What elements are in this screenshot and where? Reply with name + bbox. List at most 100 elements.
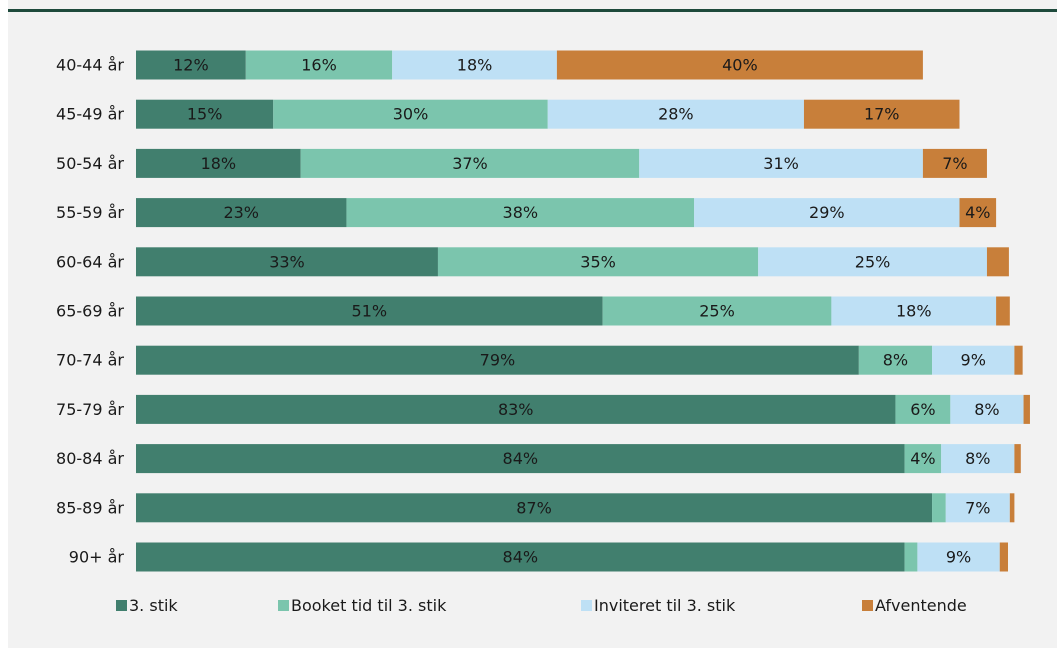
data-label: 15%: [187, 105, 223, 124]
bar-3-stik: [136, 247, 438, 277]
bar-afventende: [803, 99, 960, 129]
data-label: 8%: [965, 449, 990, 468]
data-label: 33%: [269, 252, 305, 271]
stacked-bar-chart: 40-44 år 45-49 år 50-54 år 55-59 år 60-64 år…: [56, 50, 1030, 572]
top-rule: [8, 9, 1057, 12]
bar-booket-tid-til-3-stik: [437, 247, 759, 277]
bar-afventende: [996, 296, 1010, 326]
legend-item: Afventende: [862, 596, 967, 615]
data-label: 51%: [352, 302, 388, 321]
data-label: 18%: [896, 302, 932, 321]
data-label: 4%: [910, 449, 935, 468]
data-label: 17%: [864, 105, 900, 124]
data-label: 8%: [883, 351, 908, 370]
bar-afventende: [1009, 493, 1015, 523]
chart-frame: 40-44 år 45-49 år 50-54 år 55-59 år 60-64 år…: [8, 0, 1057, 648]
category-label: 45-49 år: [56, 105, 124, 124]
data-label: 84%: [503, 449, 539, 468]
legend-item: Inviteret til 3. stik: [581, 596, 735, 615]
category-labels: 40-44 år 45-49 år 50-54 år 55-59 år 60-64 år…: [56, 56, 124, 567]
category-label: 70-74 år: [56, 351, 124, 370]
bar-inviteret-til-3-stik: [945, 493, 1010, 523]
bar-3-stik: [136, 345, 859, 375]
category-label: 80-84 år: [56, 449, 124, 468]
bar-inviteret-til-3-stik: [941, 444, 1015, 474]
bar-inviteret-til-3-stik: [639, 148, 923, 178]
data-label: 12%: [173, 56, 209, 75]
legend-label: Booket tid til 3. stik: [291, 596, 447, 615]
bar-3-stik: [136, 50, 246, 80]
data-label: 25%: [699, 302, 735, 321]
bar-afventende: [922, 148, 987, 178]
category-label: 50-54 år: [56, 154, 124, 173]
bar-afventende: [556, 50, 923, 80]
legend-label: Afventende: [875, 596, 967, 615]
data-label: 25%: [855, 252, 891, 271]
data-label: 84%: [503, 548, 539, 567]
data-label: 4%: [965, 203, 990, 222]
bar-booket-tid-til-3-stik: [932, 493, 946, 523]
bar-inviteret-til-3-stik: [758, 247, 987, 277]
legend-label: Inviteret til 3. stik: [594, 596, 736, 615]
data-label: 9%: [946, 548, 971, 567]
data-label: 7%: [965, 498, 990, 517]
bar-inviteret-til-3-stik: [917, 542, 1000, 572]
legend-swatch: [278, 600, 289, 611]
bar-3-stik: [136, 542, 905, 572]
category-label: 90+ år: [69, 548, 125, 567]
bar-3-stik: [136, 99, 274, 129]
category-label: 60-64 år: [56, 252, 124, 271]
bar-inviteret-til-3-stik: [932, 345, 1015, 375]
data-label: 8%: [974, 400, 999, 419]
data-label: 31%: [763, 154, 799, 173]
data-label: 35%: [580, 252, 616, 271]
data-label: 23%: [223, 203, 259, 222]
bar-afventende: [1023, 394, 1030, 424]
value-labels: 12% 16% 18% 40% 15% 30% 28% 17% 18% 37% 31% 7% 23% 38…: [173, 56, 1000, 567]
legend-label: 3. stik: [129, 596, 178, 615]
data-label: 18%: [457, 56, 493, 75]
category-label: 55-59 år: [56, 203, 124, 222]
bar-3-stik: [136, 444, 905, 474]
bar-inviteret-til-3-stik: [547, 99, 804, 129]
bar-3-stik: [136, 394, 896, 424]
legend: 3. stik Booket tid til 3. stik Inviteret t…: [8, 596, 1057, 620]
category-label: 75-79 år: [56, 400, 124, 419]
category-label: 65-69 år: [56, 302, 124, 321]
bar-inviteret-til-3-stik: [950, 394, 1024, 424]
bar-3-stik: [136, 296, 603, 326]
bar-3-stik: [136, 493, 933, 523]
bar-booket-tid-til-3-stik: [858, 345, 933, 375]
data-label: 7%: [942, 154, 967, 173]
data-label: 87%: [516, 498, 552, 517]
bar-inviteret-til-3-stik: [831, 296, 997, 326]
bar-booket-tid-til-3-stik: [346, 198, 695, 228]
data-label: 38%: [503, 203, 539, 222]
data-label: 6%: [910, 400, 935, 419]
bar-afventende: [999, 542, 1008, 572]
category-label: 40-44 år: [56, 56, 124, 75]
data-label: 9%: [961, 351, 986, 370]
data-label: 79%: [480, 351, 516, 370]
legend-item: Booket tid til 3. stik: [278, 596, 446, 615]
data-label: 29%: [809, 203, 845, 222]
bars: [136, 50, 1030, 572]
bar-afventende: [1014, 444, 1021, 474]
bar-afventende: [1014, 345, 1023, 375]
category-label: 85-89 år: [56, 498, 124, 517]
data-label: 18%: [201, 154, 237, 173]
legend-swatch: [862, 600, 873, 611]
bar-booket-tid-til-3-stik: [904, 542, 918, 572]
bar-inviteret-til-3-stik: [392, 50, 557, 80]
data-label: 83%: [498, 400, 534, 419]
legend-swatch: [581, 600, 592, 611]
bar-3-stik: [136, 198, 347, 228]
data-label: 37%: [452, 154, 488, 173]
legend-swatch: [116, 600, 127, 611]
bar-booket-tid-til-3-stik: [245, 50, 393, 80]
bar-booket-tid-til-3-stik: [895, 394, 951, 424]
data-label: 40%: [722, 56, 758, 75]
bar-booket-tid-til-3-stik: [602, 296, 832, 326]
bar-afventende: [986, 247, 1009, 277]
bar-booket-tid-til-3-stik: [300, 148, 640, 178]
